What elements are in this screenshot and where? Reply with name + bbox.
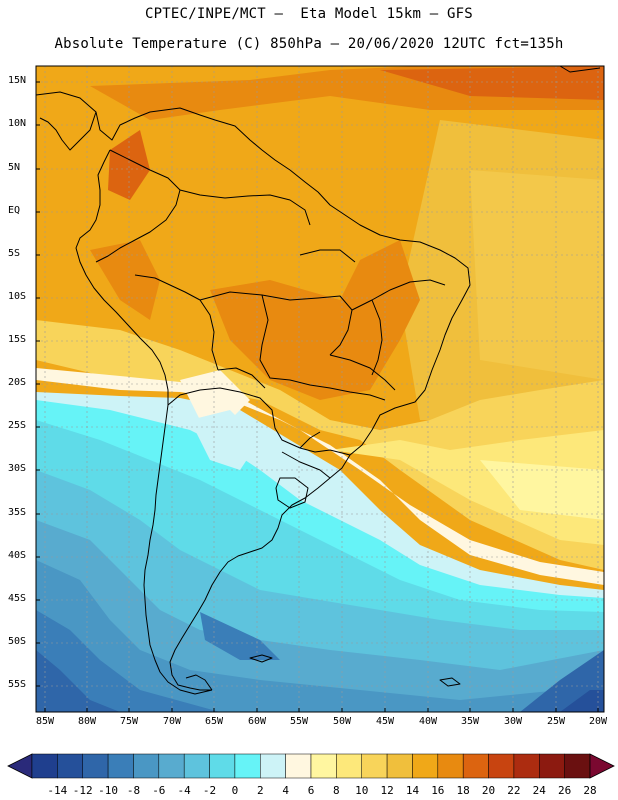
colorbar-swatch [158, 753, 185, 779]
colorbar-swatch [564, 753, 591, 779]
colorbar-label: -4 [177, 784, 191, 797]
lon-label: 75W [119, 716, 139, 727]
colorbar-max-arrow [589, 753, 615, 779]
chart-title: CPTEC/INPE/MCT – Eta Model 15km – GFS [145, 6, 473, 22]
lat-label: 55S [8, 679, 27, 690]
lat-label: 25S [8, 420, 27, 431]
lat-label: 45S [8, 593, 27, 604]
chart-subtitle: Absolute Temperature (C) 850hPa – 20/06/… [54, 36, 564, 52]
axis-ticks [36, 81, 599, 712]
lon-label: 20W [588, 716, 608, 727]
lat-label: 10S [8, 291, 27, 302]
colorbar-label: -2 [202, 784, 217, 797]
colorbar-swatch [361, 753, 388, 779]
colorbar-label: 24 [532, 784, 546, 797]
lat-label: 15S [8, 334, 27, 345]
lon-label: 85W [35, 716, 55, 727]
lat-label: 5N [8, 162, 21, 173]
map-frame [35, 65, 605, 713]
colorbar-swatch [260, 753, 286, 779]
colorbar-swatch [386, 753, 413, 779]
lon-label: 60W [247, 716, 267, 727]
colorbar-label: -6 [152, 784, 166, 797]
colorbar-label: 22 [507, 784, 521, 797]
colorbar-swatch [412, 753, 439, 779]
colorbar-swatch [183, 753, 210, 779]
temperature-field [36, 66, 604, 712]
colorbar-swatch [462, 753, 489, 779]
lat-label: 30S [8, 463, 27, 474]
colorbar-label: -10 [98, 784, 119, 797]
colorbar-swatch [31, 753, 58, 779]
colorbar-swatch [209, 753, 236, 779]
colorbar-label: 10 [355, 784, 369, 797]
colorbar-label: 2 [256, 784, 264, 797]
lon-label: 55W [289, 716, 309, 727]
lon-label: 70W [162, 716, 182, 727]
colorbar-label: -14 [47, 784, 68, 797]
lon-label: 25W [546, 716, 566, 727]
colorbar-label: 28 [583, 784, 597, 797]
colorbar-label: -8 [126, 784, 141, 797]
colorbar-swatch [488, 753, 515, 779]
lon-label: 65W [204, 716, 224, 727]
lat-label: 40S [8, 550, 27, 561]
colorbar-swatch [336, 753, 362, 779]
colorbar-label: 0 [231, 784, 239, 797]
colorbar-swatch [513, 753, 540, 779]
colorbar-label: 6 [307, 784, 315, 797]
lat-label: EQ [8, 205, 21, 216]
lat-label: 15N [8, 75, 27, 86]
colorbar-label: 4 [282, 784, 289, 797]
colorbar-swatch [133, 753, 160, 779]
lat-label: 35S [8, 507, 27, 518]
lat-label: 10N [8, 118, 27, 129]
colorbar-label: 12 [380, 784, 394, 797]
lon-label: 45W [375, 716, 395, 727]
colorbar-swatch [234, 753, 261, 779]
colorbar-label: 20 [481, 784, 496, 797]
colorbar-label: 16 [431, 784, 445, 797]
colorbar-swatch [285, 753, 312, 779]
lon-label: 30W [503, 716, 523, 727]
lon-label: 40W [418, 716, 438, 727]
colorbar-label: 14 [405, 784, 420, 797]
lat-label: 20S [8, 377, 27, 388]
colorbar [7, 753, 615, 779]
colorbar-min-arrow [7, 753, 33, 779]
colorbar-swatch [310, 753, 337, 779]
colorbar-label: -12 [72, 784, 93, 797]
colorbar-swatch [82, 753, 109, 779]
lon-label: 50W [332, 716, 352, 727]
colorbar-swatch [107, 753, 134, 779]
colorbar-swatch [437, 753, 464, 779]
lon-label: 35W [460, 716, 480, 727]
colorbar-label: 26 [558, 784, 572, 797]
lon-label: 80W [77, 716, 97, 727]
colorbar-swatch [57, 753, 83, 779]
colorbar-label: 18 [456, 784, 470, 797]
colorbar-label: 8 [333, 784, 340, 797]
colorbar-swatch [539, 753, 565, 779]
lat-label: 5S [8, 248, 21, 259]
coastlines [36, 66, 601, 695]
lat-label: 50S [8, 636, 27, 647]
